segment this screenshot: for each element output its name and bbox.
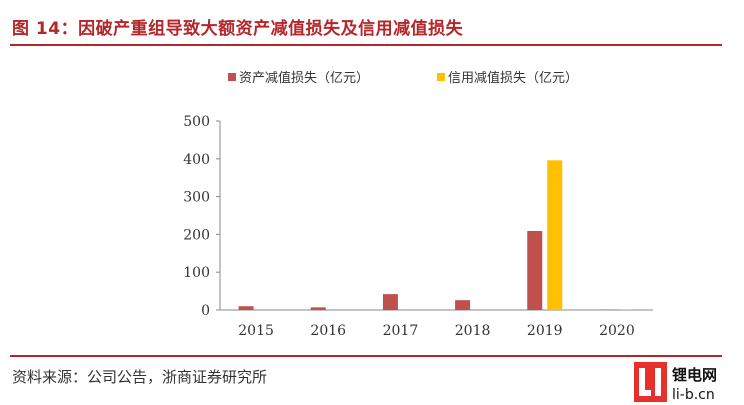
y-tick-label: 500 (183, 114, 210, 130)
y-tick-label: 0 (201, 303, 210, 319)
x-tick-label: 2018 (455, 323, 491, 339)
site-logo: 锂电网 li-b.cn (634, 362, 717, 403)
bar-2020-credit-impairment (619, 309, 635, 310)
y-tick-label: 200 (183, 227, 210, 243)
legend-swatch (228, 73, 236, 81)
legend-label: 信用减值损失（亿元） (448, 70, 578, 86)
bar-2017-asset-impairment (382, 294, 398, 310)
bar-2019-asset-impairment (527, 230, 543, 310)
legend-label: 资产减值损失（亿元） (239, 70, 369, 86)
bar-2015-asset-impairment (238, 306, 254, 310)
x-tick-label: 2017 (383, 323, 419, 339)
figure-title: 图 14：因破产重组导致大额资产减值损失及信用减值损失 (12, 19, 464, 39)
x-tick-label: 2015 (238, 323, 274, 339)
source-divider (10, 355, 722, 357)
bar-2018-asset-impairment (455, 300, 471, 310)
bar-2016-asset-impairment (310, 307, 326, 310)
legend-swatch (437, 73, 445, 81)
bar-chart: 0 100 200 300 400 500 2015 2016 2017 2018 2019 2020… (183, 70, 653, 339)
x-tick-label: 2019 (527, 323, 563, 339)
title-divider (10, 44, 722, 46)
y-tick-label: 100 (183, 265, 210, 281)
bar-2019-credit-impairment (547, 160, 563, 310)
logo-name: 锂电网 (672, 366, 717, 384)
logo-domain: li-b.cn (672, 387, 715, 403)
x-tick-label: 2016 (310, 323, 346, 339)
source-note: 资料来源：公司公告，浙商证券研究所 (12, 368, 268, 386)
x-tick-label: 2020 (599, 323, 635, 339)
y-tick-label: 400 (183, 152, 210, 168)
y-tick-label: 300 (183, 190, 210, 206)
